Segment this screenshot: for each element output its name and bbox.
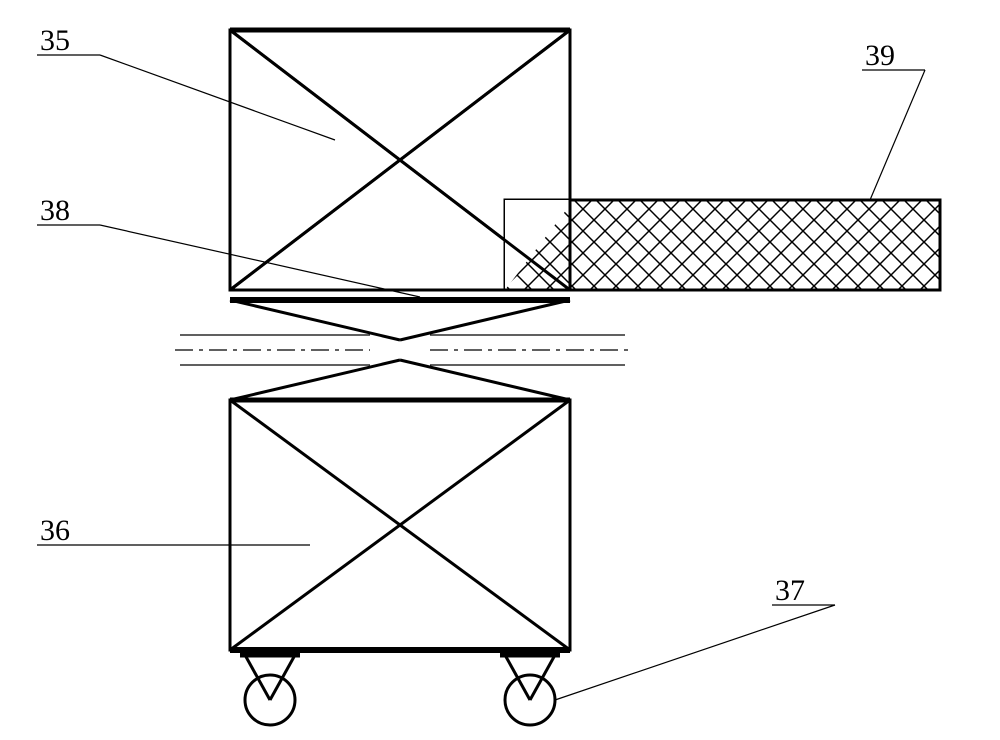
label-36: 36 bbox=[40, 514, 70, 547]
label-35: 35 bbox=[40, 24, 70, 57]
label-39: 39 bbox=[865, 39, 895, 72]
label-37: 37 bbox=[775, 574, 805, 607]
label-38: 38 bbox=[40, 194, 70, 227]
